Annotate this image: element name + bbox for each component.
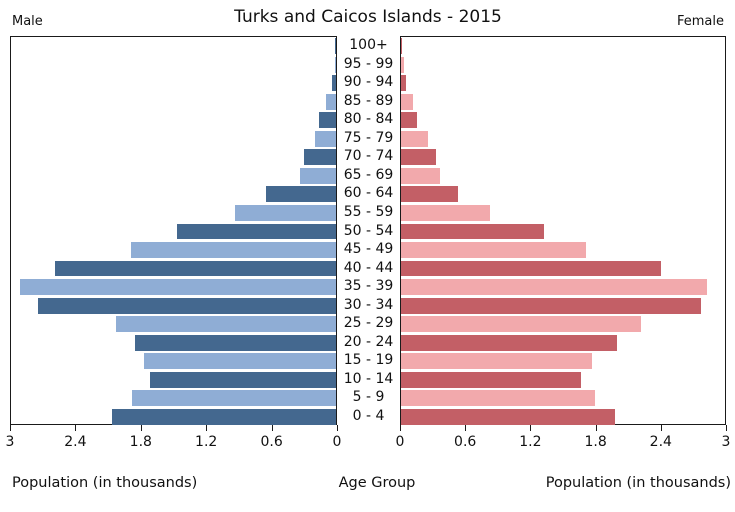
x-tick-label: 1.2 <box>519 434 542 450</box>
female-bar <box>401 371 582 388</box>
age-group-label: 85 - 89 <box>343 92 394 109</box>
male-bar <box>19 279 336 296</box>
age-group-label: 90 - 94 <box>343 74 394 91</box>
x-tick-mark <box>206 425 208 431</box>
age-group-label: 80 - 84 <box>343 111 394 128</box>
female-bar <box>401 75 407 92</box>
male-bar <box>144 353 336 370</box>
female-bar <box>401 93 413 110</box>
male-bar <box>318 112 336 129</box>
male-bar <box>331 75 336 92</box>
female-bar <box>401 242 586 258</box>
x-tick-label: 3 <box>721 434 731 450</box>
age-group-label: 35 - 39 <box>343 278 394 295</box>
age-group-label: 60 - 64 <box>343 185 394 202</box>
age-group-label: 65 - 69 <box>343 166 394 183</box>
x-tick-label: 1.8 <box>584 434 607 450</box>
male-chart-panel <box>10 36 337 425</box>
x-tick-mark <box>140 425 142 431</box>
female-bar <box>401 408 615 425</box>
x-tick-mark <box>337 425 338 431</box>
female-bar <box>401 56 405 73</box>
male-label: Male <box>12 14 43 29</box>
x-tick-label: 0 <box>395 434 405 450</box>
female-label: Female <box>676 14 724 29</box>
female-bar <box>401 167 440 184</box>
age-group-label: 0 - 4 <box>352 407 385 424</box>
female-bar <box>401 279 707 296</box>
male-bar <box>134 334 336 351</box>
female-bar <box>401 316 641 333</box>
x-tick-mark <box>726 425 727 431</box>
male-bar <box>116 316 336 333</box>
female-bar <box>401 390 596 407</box>
male-bar <box>265 186 336 203</box>
age-group-label: 50 - 54 <box>343 222 394 239</box>
male-bar <box>176 223 336 240</box>
female-axis-title: Population (in thousands) <box>545 475 731 491</box>
male-bar <box>334 56 336 73</box>
male-bar <box>55 260 336 277</box>
female-bar <box>401 353 593 370</box>
male-bar <box>326 93 336 110</box>
x-tick-mark <box>10 425 11 431</box>
x-tick-label: 0 <box>332 434 342 450</box>
x-tick-label: 2.4 <box>64 434 87 450</box>
female-bar <box>401 149 436 166</box>
x-tick-mark <box>271 425 273 431</box>
age-group-label: 25 - 29 <box>343 315 394 332</box>
female-bar <box>401 38 403 55</box>
female-bar <box>401 112 418 129</box>
age-group-label: 30 - 34 <box>343 296 394 313</box>
x-tick-mark <box>660 425 662 431</box>
male-bar <box>149 371 336 388</box>
age-group-label: 15 - 19 <box>343 352 394 369</box>
age-group-label: 40 - 44 <box>343 259 394 276</box>
female-bar <box>401 297 702 314</box>
female-chart-panel <box>400 36 726 425</box>
age-group-label: 75 - 79 <box>343 129 394 146</box>
age-group-label: 20 - 24 <box>343 333 394 350</box>
x-tick-label: 0.6 <box>454 434 477 450</box>
male-bar <box>334 38 336 55</box>
age-group-label: 45 - 49 <box>343 241 394 258</box>
age-group-label: 70 - 74 <box>343 148 394 165</box>
female-bar <box>401 186 459 203</box>
chart-title: Turks and Caicos Islands - 2015 <box>234 7 502 27</box>
x-tick-mark <box>530 425 532 431</box>
x-tick-label: 2.4 <box>649 434 672 450</box>
male-bar <box>131 242 336 258</box>
male-bar <box>235 205 336 221</box>
male-bar <box>132 390 336 407</box>
x-tick-label: 0.6 <box>260 434 283 450</box>
x-tick-label: 1.8 <box>129 434 152 450</box>
age-group-label: 5 - 9 <box>352 389 385 406</box>
female-bar <box>401 334 617 351</box>
age-group-axis-title: Age Group <box>338 475 416 491</box>
x-tick-label: 1.2 <box>195 434 218 450</box>
age-group-label: 100+ <box>349 37 388 54</box>
male-bar <box>315 130 336 147</box>
male-axis-title: Population (in thousands) <box>12 475 198 491</box>
female-bar <box>401 260 662 277</box>
x-tick-mark <box>400 425 401 431</box>
x-tick-mark <box>465 425 467 431</box>
female-bar <box>401 205 490 221</box>
age-group-label: 10 - 14 <box>343 370 394 387</box>
x-tick-mark <box>75 425 77 431</box>
x-tick-mark <box>595 425 597 431</box>
male-bar <box>303 149 336 166</box>
female-bar <box>401 130 428 147</box>
male-bar <box>38 297 336 314</box>
female-bar <box>401 223 544 240</box>
age-group-label: 55 - 59 <box>343 203 394 220</box>
x-tick-label: 3 <box>5 434 15 450</box>
age-group-label: 95 - 99 <box>343 55 394 72</box>
male-bar <box>300 167 336 184</box>
male-bar <box>111 408 336 425</box>
